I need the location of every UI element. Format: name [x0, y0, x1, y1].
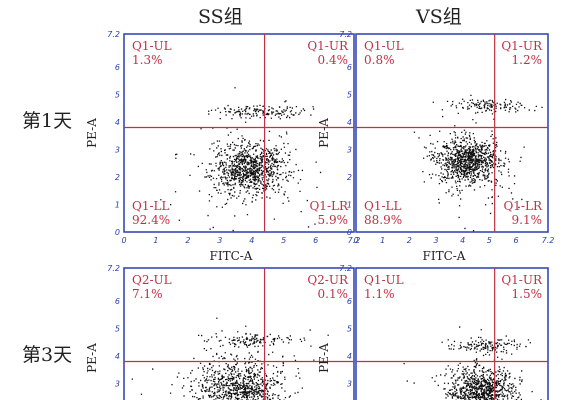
panel-1-ytick-5: 5 — [115, 91, 120, 100]
panel-4-ytick-3: 3 — [347, 380, 352, 389]
panel-3-ytick-5: 5 — [115, 325, 120, 334]
panel-2-xtick-2: 2 — [407, 236, 412, 245]
panel-2-quadrant-name-3: Q1-LL — [364, 199, 401, 213]
row-label-day3: 第3天 — [22, 344, 73, 366]
panel-2-ytick-1: 1 — [347, 201, 352, 210]
panel-4-ylabel: PE-A — [317, 343, 331, 373]
panel-4-quadrant-value-1: 1.1% — [364, 287, 395, 301]
panel-4-quadrant-name-1: Q1-UL — [364, 273, 404, 287]
panel-3-ytick-7.2: 7.2 — [107, 264, 120, 273]
panel-2-xlabel: FITC-A — [423, 249, 466, 263]
panel-3-ytick-3: 3 — [115, 380, 120, 389]
panel-2-frame — [355, 33, 549, 233]
panel-1-quadrant-value-2: 0.4% — [318, 53, 349, 67]
panel-4-ytick-6: 6 — [347, 297, 352, 306]
panel-1-ytick-0: 0 — [115, 228, 120, 237]
panel-3-ylabel: PE-A — [85, 343, 99, 373]
panel-3-quadrant-name-2: Q2-UR — [307, 273, 349, 287]
panel-4-quadrant-name-2: Q1-UR — [501, 273, 543, 287]
panel-2-scatter-points — [413, 94, 543, 232]
panel-2-xtick-6: 6 — [513, 236, 518, 245]
panel-2-quadrant-value-2: 1.2% — [512, 53, 543, 67]
panel-2-ytick-4: 4 — [347, 118, 352, 127]
panel-2-ytick-0: 0 — [347, 228, 352, 237]
panel-1-ytick-6: 6 — [115, 63, 120, 72]
panel-1-xtick-5: 5 — [281, 236, 286, 245]
panel-1-ylabel: PE-A — [85, 118, 99, 148]
panel-2-quadrant-name-2: Q1-UR — [501, 39, 543, 53]
panel-2-quadrant-value-1: 0.8% — [364, 53, 395, 67]
panel-1-quadrant-name-4: Q1-LR — [309, 199, 348, 213]
panel-1-quadrant-value-1: 1.3% — [132, 53, 163, 67]
panel-1-xtick-2: 2 — [185, 236, 190, 245]
column-title-ss: SS组 — [198, 6, 243, 28]
panel-2-xtick-1: 1 — [380, 236, 385, 245]
panel-4-ytick-7.2: 7.2 — [339, 264, 352, 273]
panel-4-scatter-points — [403, 326, 542, 400]
panel-1-quadrant-name-2: Q1-UR — [307, 39, 349, 53]
panel-2-ytick-2: 2 — [347, 173, 352, 182]
panel-1-xtick-6: 6 — [313, 236, 318, 245]
panel-1-ytick-3: 3 — [115, 146, 120, 155]
panel-1-quadrant-name-3: Q1-LL — [132, 199, 169, 213]
panel-2-xtick-0: 0 — [353, 236, 358, 245]
panel-2-xtick-3: 3 — [433, 236, 438, 245]
panel-3-quadrant-name-1: Q2-UL — [132, 273, 172, 287]
panel-1-xtick-7.2: 7.2 — [348, 236, 361, 245]
panel-1-xtick-3: 3 — [217, 236, 222, 245]
panel-2-quadrant-value-4: 9.1% — [512, 213, 543, 227]
row-label-day1: 第1天 — [22, 110, 73, 132]
panel-2-ylabel: PE-A — [317, 118, 331, 148]
panel-2-quadrant-name-1: Q1-UL — [364, 39, 404, 53]
panel-4-quadrant-value-2: 1.5% — [512, 287, 543, 301]
panel-1-quadrant-value-3: 92.4% — [132, 213, 170, 227]
panel-1-ytick-2: 2 — [115, 173, 120, 182]
panel-2-ytick-3: 3 — [347, 146, 352, 155]
panel-1-xtick-4: 4 — [249, 236, 254, 245]
panel-1-xtick-1: 1 — [153, 236, 158, 245]
panel-1-ytick-7.2: 7.2 — [107, 30, 120, 39]
panel-2-quadrant-name-4: Q1-LR — [503, 199, 542, 213]
panel-2-ytick-6: 6 — [347, 63, 352, 72]
panel-1-quadrant-value-4: 5.9% — [318, 213, 349, 227]
panel-3-ytick-6: 6 — [115, 297, 120, 306]
panel-1-ytick-4: 4 — [115, 118, 120, 127]
panel-1-ytick-1: 1 — [115, 201, 120, 210]
panel-1-scatter-points — [160, 87, 322, 232]
panel-2-xtick-7.2: 7.2 — [542, 236, 555, 245]
panel-1-frame — [123, 33, 355, 233]
panel-3-scatter-points — [131, 317, 329, 400]
panel-3-ytick-4: 4 — [115, 352, 120, 361]
panel-1-quadrant-name-1: Q1-UL — [132, 39, 172, 53]
panel-1-xtick-0: 0 — [121, 236, 126, 245]
panel-1-xlabel: FITC-A — [210, 249, 253, 263]
panel-2-ytick-5: 5 — [347, 91, 352, 100]
panel-3-quadrant-value-1: 7.1% — [132, 287, 163, 301]
panel-2-xtick-4: 4 — [460, 236, 465, 245]
panel-2-quadrant-value-3: 88.9% — [364, 213, 402, 227]
panel-4-ytick-5: 5 — [347, 325, 352, 334]
panel-3-quadrant-value-2: 0.1% — [318, 287, 349, 301]
panel-2-ytick-7.2: 7.2 — [339, 30, 352, 39]
panel-2-xtick-5: 5 — [487, 236, 492, 245]
panel-4-ytick-4: 4 — [347, 352, 352, 361]
column-title-vs: VS组 — [416, 6, 462, 28]
